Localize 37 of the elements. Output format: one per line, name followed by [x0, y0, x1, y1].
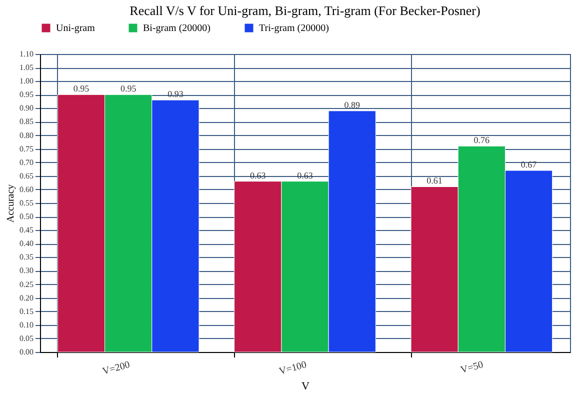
y-axis-title: Accuracy — [6, 184, 16, 223]
legend-label: Bi-gram (20000) — [143, 23, 210, 34]
y-tick-label: 0.85 — [20, 117, 34, 126]
data-label: 0.89 — [344, 100, 360, 110]
y-tick-label: 0.20 — [20, 293, 34, 302]
data-label: 0.61 — [426, 176, 442, 186]
y-tick-label: 0.60 — [20, 184, 34, 194]
y-tick-label: 0.10 — [20, 320, 34, 330]
y-tick-label: 0.95 — [20, 90, 34, 100]
legend-label: Tri-gram (20000) — [259, 23, 329, 34]
y-tick-label: 0.65 — [20, 171, 34, 180]
data-label: 0.95 — [120, 84, 137, 94]
y-tick-label: 0.45 — [20, 226, 34, 235]
x-axis-title: V — [302, 380, 310, 392]
legend-label: Uni-gram — [56, 23, 96, 34]
x-tick-label: V=200 — [101, 360, 132, 378]
y-tick-label: 0.35 — [20, 252, 34, 262]
y-tick-label: 0.90 — [20, 104, 34, 113]
chart-title: Recall V/s V for Uni-gram, Bi-gram, Tri-gram (For Becker-Posner) — [130, 3, 480, 18]
x-tick-label: V=100 — [278, 360, 308, 378]
y-tick-label: 0.50 — [20, 212, 34, 222]
y-tick-label: 0.15 — [20, 306, 34, 316]
y-tick-label: 1.10 — [20, 50, 34, 58]
y-tick-label: 1.05 — [20, 63, 34, 72]
y-tick-label: 0.55 — [20, 198, 34, 208]
y-tick-label: 0.30 — [20, 266, 34, 276]
y-tick-label: 0.70 — [20, 158, 34, 167]
data-label: 0.76 — [474, 135, 490, 146]
y-tick-label: 0.80 — [20, 130, 34, 140]
y-tick-label: 1.00 — [20, 76, 34, 86]
y-tick-label: 0.05 — [20, 334, 34, 343]
y-tick-label: 0.25 — [20, 280, 34, 289]
y-tick-label: 0.75 — [20, 144, 34, 154]
x-tick-label: V=50 — [460, 360, 485, 376]
data-label: 0.95 — [73, 84, 90, 94]
y-tick-label: 0.00 — [20, 348, 34, 356]
y-tick-label: 0.40 — [20, 239, 34, 248]
